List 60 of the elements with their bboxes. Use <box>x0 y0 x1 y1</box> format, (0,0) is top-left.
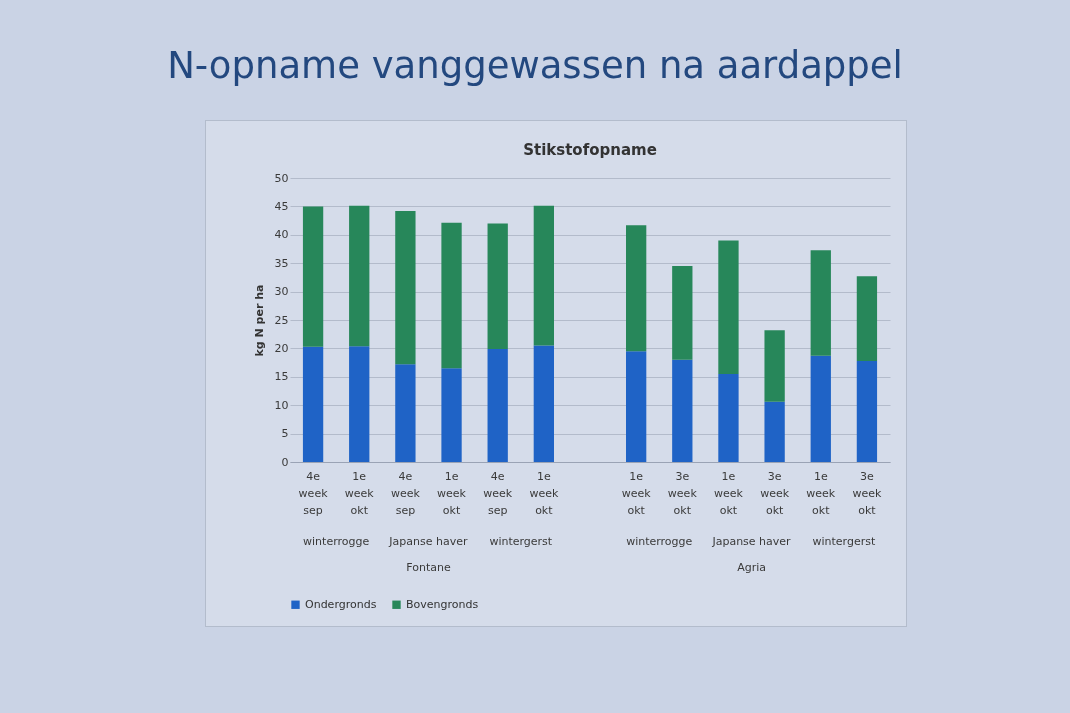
legend-label: Ondergronds <box>305 597 377 611</box>
bar <box>626 225 647 352</box>
bar <box>856 276 878 361</box>
bar <box>856 360 878 462</box>
chart-title: N-opname vanggewassen na aardappel <box>166 44 904 87</box>
y-tick-label: 30 <box>274 285 289 299</box>
bar <box>672 266 693 360</box>
y-tick-label: 10 <box>274 398 289 412</box>
bar <box>533 205 554 346</box>
x-tick-label: 1e week okt <box>529 469 559 517</box>
bar <box>487 223 508 349</box>
x-tick-label: 3e week okt <box>760 469 790 517</box>
bar <box>672 359 693 462</box>
bar <box>395 364 416 462</box>
bar <box>441 222 462 369</box>
bar <box>487 348 508 462</box>
y-tick-label: 45 <box>274 199 289 213</box>
y-tick-label: 35 <box>274 256 289 270</box>
bar <box>395 210 416 365</box>
text: wintergerst <box>489 535 553 548</box>
bar <box>349 346 370 462</box>
bar <box>302 346 324 462</box>
text: Japanse haver <box>711 535 792 548</box>
y-axis-title: kg N per ha <box>252 284 266 357</box>
x-tick-label: 4e week sep <box>390 469 421 517</box>
bar <box>764 330 785 402</box>
text: winterrogge <box>303 535 370 548</box>
bar <box>626 351 647 462</box>
bar <box>302 206 324 347</box>
bar <box>533 345 554 462</box>
chart-subtitle: Stikstofopname <box>523 141 657 159</box>
x-tick-label: 1e week okt <box>806 469 836 517</box>
bar <box>810 250 831 356</box>
bar <box>718 240 739 374</box>
y-tick-label: 25 <box>274 313 289 327</box>
text: Fontane <box>406 561 451 574</box>
x-tick-label: 1e week okt <box>621 469 652 517</box>
y-tick-label: 15 <box>274 370 289 384</box>
y-tick-label: 50 <box>274 171 289 185</box>
x-tick-label: 3e week okt <box>667 469 698 517</box>
bar <box>441 368 462 462</box>
bar <box>810 355 831 462</box>
y-tick-label: 5 <box>281 427 289 441</box>
legend-label: Bovengronds <box>406 597 479 611</box>
x-tick-label: 1e week okt <box>714 469 744 517</box>
x-tick-label: 1e week okt <box>437 469 467 517</box>
x-tick-label: 1e week okt <box>344 469 375 517</box>
bar <box>349 205 370 347</box>
x-tick-label: 3e week okt <box>852 469 882 517</box>
bar <box>718 373 739 462</box>
x-tick-label: 4e week sep <box>483 469 513 517</box>
y-tick-label: 0 <box>281 455 289 469</box>
y-tick-label: 20 <box>274 341 289 355</box>
y-tick-label: 40 <box>274 228 289 242</box>
bar <box>764 401 785 462</box>
text: winterrogge <box>626 535 693 548</box>
x-tick-label: 4e week sep <box>298 469 329 517</box>
text: Agria <box>737 561 766 574</box>
text: Japanse haver <box>388 535 469 548</box>
text: wintergerst <box>812 535 876 548</box>
